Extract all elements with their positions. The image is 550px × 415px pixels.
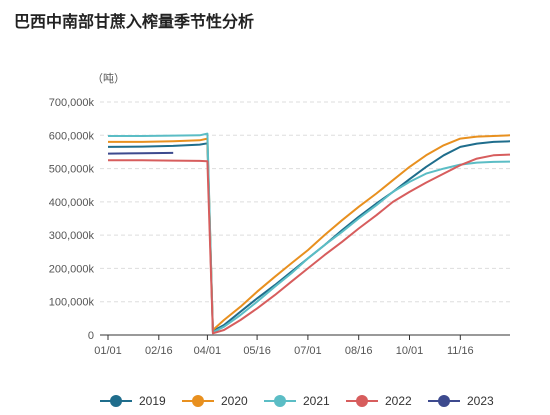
y-tick-label: 100,000k [49, 297, 95, 309]
y-tick-label: 400,000k [49, 197, 95, 209]
legend-label-2021: 2021 [303, 394, 330, 408]
x-tick-label: 10/01 [396, 345, 424, 357]
y-tick-label: 300,000k [49, 230, 95, 242]
legend-label-2020: 2020 [221, 394, 248, 408]
x-tick-label: 07/01 [294, 345, 322, 357]
series-line-2023 [107, 151, 174, 155]
legend-label-2019: 2019 [139, 394, 166, 408]
x-tick-label: 05/16 [243, 345, 271, 357]
y-tick-label: 200,000k [49, 263, 95, 275]
y-tick-label: 600,000k [49, 130, 95, 142]
legend-marker-2019 [110, 395, 122, 407]
x-tick-label: 08/16 [345, 345, 373, 357]
x-tick-label: 02/16 [145, 345, 173, 357]
legend-marker-2020 [192, 395, 204, 407]
y-tick-label: 500,000k [49, 164, 95, 176]
legend-marker-2022 [356, 395, 368, 407]
x-tick-label: 04/01 [194, 345, 222, 357]
x-tick-label: 11/16 [447, 345, 474, 357]
y-tick-label: 700,000k [49, 97, 95, 109]
series-line-2020 [108, 134, 511, 331]
legend-marker-2021 [274, 395, 286, 407]
legend-label-2023: 2023 [467, 394, 494, 408]
y-axis-unit-label: （吨） [92, 72, 125, 85]
chart-title: 巴西中南部甘蔗入榨量季节性分析 [14, 12, 255, 31]
series-line-2022 [108, 153, 511, 335]
series-line-2021 [108, 132, 511, 334]
x-tick-label: 01/01 [94, 345, 122, 357]
legend-marker-2023 [438, 395, 450, 407]
legend-label-2022: 2022 [385, 394, 412, 408]
y-tick-label: 0 [88, 330, 94, 342]
